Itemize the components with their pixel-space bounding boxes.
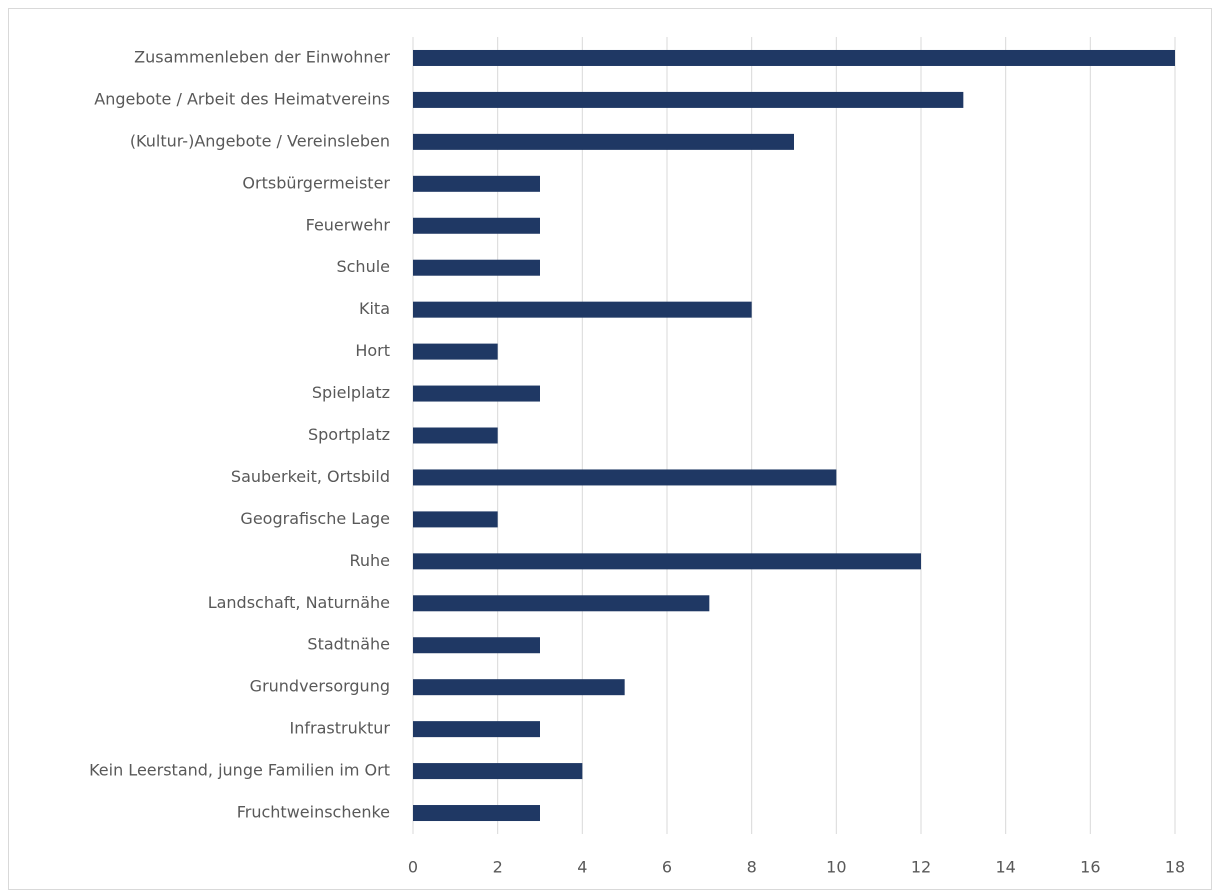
y-tick-label: Stadtnähe: [307, 635, 390, 654]
bar: [413, 763, 583, 780]
x-tick-label: 8: [747, 858, 757, 877]
x-tick-label: 2: [493, 858, 503, 877]
bar: [413, 385, 540, 402]
bar: [413, 511, 498, 528]
bar: [413, 679, 625, 696]
bar: [413, 343, 498, 360]
y-tick-label: Fruchtweinschenke: [237, 803, 390, 822]
bar: [413, 133, 794, 150]
bar: [413, 217, 540, 234]
bar: [413, 553, 921, 570]
y-tick-label: Kita: [359, 299, 390, 318]
y-tick-label: (Kultur-)Angebote / Vereinsleben: [130, 131, 390, 150]
y-tick-label: Landschaft, Naturnähe: [208, 593, 390, 612]
y-tick-label: Sauberkeit, Ortsbild: [231, 467, 390, 486]
bar: [413, 175, 540, 192]
bar: [413, 637, 540, 654]
y-tick-label: Spielplatz: [312, 383, 390, 402]
y-tick-label: Kein Leerstand, junge Familien im Ort: [89, 761, 390, 780]
x-tick-label: 18: [1165, 858, 1185, 877]
y-tick-label: Sportplatz: [308, 425, 390, 444]
y-tick-label: Hort: [355, 341, 390, 360]
y-tick-label: Grundversorgung: [250, 677, 390, 696]
y-tick-label: Infrastruktur: [290, 719, 391, 738]
bar: [413, 301, 752, 318]
bar: [413, 805, 540, 822]
y-tick-label: Feuerwehr: [306, 215, 391, 234]
x-tick-label: 6: [662, 858, 672, 877]
bar: [413, 427, 498, 444]
bar: [413, 49, 1175, 66]
bar: [413, 91, 964, 108]
x-tick-label: 10: [826, 858, 846, 877]
x-tick-label: 4: [577, 858, 587, 877]
bar: [413, 259, 540, 276]
y-tick-label: Angebote / Arbeit des Heimatvereins: [94, 89, 390, 108]
x-tick-label: 14: [995, 858, 1015, 877]
bar: [413, 469, 837, 486]
bar: [413, 595, 710, 612]
y-tick-label: Schule: [336, 257, 390, 276]
x-tick-label: 12: [911, 858, 931, 877]
y-tick-label: Ortsbürgermeister: [242, 173, 390, 192]
y-tick-label: Geografische Lage: [240, 509, 390, 528]
y-tick-label: Zusammenleben der Einwohner: [134, 47, 390, 66]
x-tick-label: 0: [408, 858, 418, 877]
bar: [413, 721, 540, 738]
chart-frame: [8, 8, 1212, 890]
y-tick-label: Ruhe: [349, 551, 390, 570]
x-tick-label: 16: [1080, 858, 1100, 877]
